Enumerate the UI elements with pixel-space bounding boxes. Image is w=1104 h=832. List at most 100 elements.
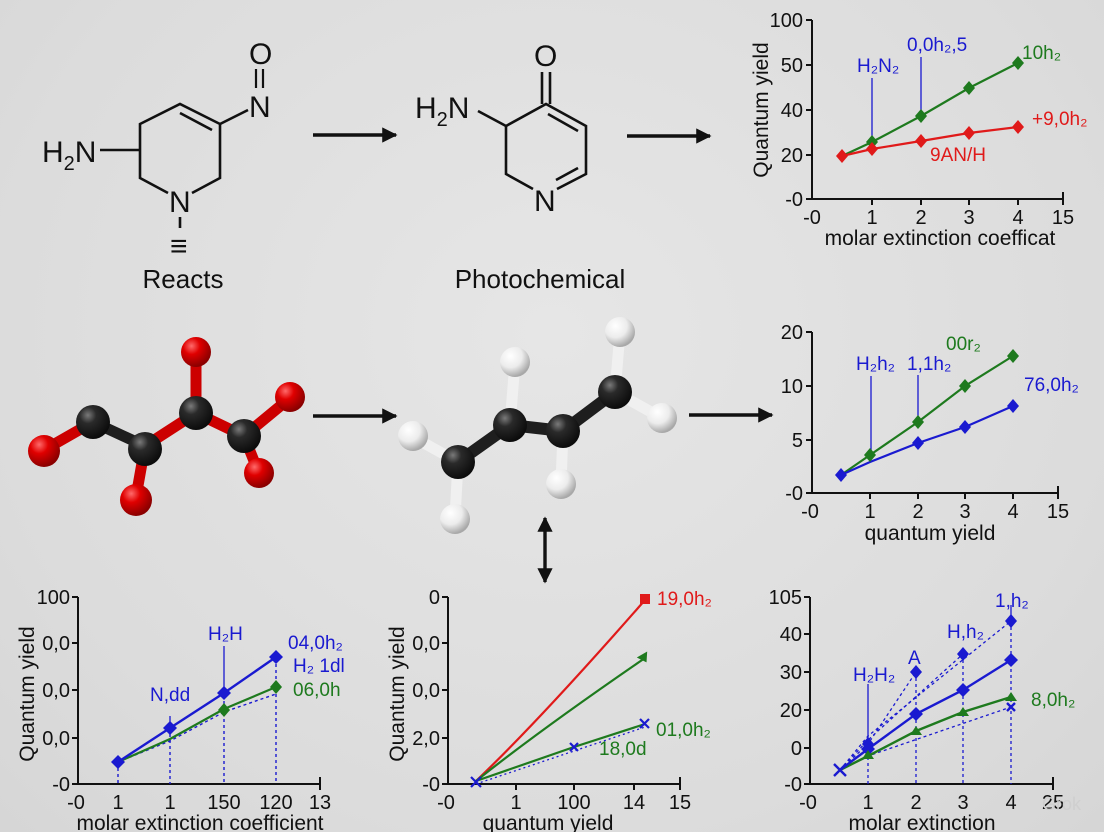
annotation: 1,1h₂ (907, 354, 951, 375)
y-tick: 0,0 (42, 680, 70, 702)
y-tick: 20 (780, 700, 802, 722)
hydrogen-atom (605, 317, 635, 347)
y-tick: 2,0 (412, 728, 440, 750)
intermediate-carbonyl-oxygen-label: O (534, 40, 557, 73)
reactant-amine-label: H2N (42, 136, 96, 175)
x-tick: 150 (207, 792, 240, 814)
hydrogen-atom (398, 421, 428, 451)
x-tick: -0 (799, 792, 817, 814)
x-tick: -0 (803, 207, 821, 229)
red-series-marker (640, 594, 650, 604)
y-tick: 0,0 (42, 633, 70, 655)
annotation: H₂H₂ (853, 665, 895, 686)
x-tick: 3 (963, 207, 974, 229)
blue-series-markers (861, 614, 1018, 756)
annotation: H₂h₂ (856, 354, 895, 375)
carbon-atom (493, 408, 527, 442)
y-tick: 0,0 (42, 728, 70, 750)
y-tick: 40 (780, 624, 802, 646)
hydrogen-atom (647, 403, 677, 433)
x-tick: 120 (259, 792, 292, 814)
x-tick: 1 (112, 792, 123, 814)
intermediate-caption: Photochemical (455, 264, 626, 294)
x-tick: 100 (557, 792, 590, 814)
y-tick: 0,0 (412, 633, 440, 655)
chart-top-right: 100 50 40 20 -0 -0 1 2 3 4 15 molar exti… (750, 10, 1087, 250)
x-axis-title: molar extinction (848, 812, 995, 832)
x-tick: 14 (623, 792, 645, 814)
series-label-green: 00r₂ (946, 334, 981, 355)
oxygen-atom (275, 382, 305, 412)
x-axis-title: quantum yield (865, 522, 996, 545)
x-axis-title: molar extinction coefficat (825, 227, 1056, 250)
series-label-green: 8,0h₂ (1031, 690, 1075, 711)
carbon-atom (546, 414, 580, 448)
hydrogen-atom (546, 469, 576, 499)
blue-x-markers (470, 718, 650, 788)
y-axis-title: Quantum yield (16, 626, 39, 761)
intermediate-ring-nitrogen-label: N (534, 185, 556, 218)
x-tick: 3 (957, 792, 968, 814)
y-tick: 50 (781, 55, 803, 77)
carbon-atom (441, 445, 475, 479)
x-tick: 15 (669, 792, 691, 814)
hydrogen-atom (500, 347, 530, 377)
carbon-atom (598, 375, 632, 409)
y-tick: 0,0 (412, 680, 440, 702)
annotation: H₂H (208, 624, 243, 645)
blue-x-marker (833, 702, 1016, 777)
red-series-markers (836, 120, 1024, 163)
annotation: H₂N₂ (857, 56, 899, 77)
hydrogen-atom (440, 504, 470, 534)
reactant-caption: Reacts (143, 264, 224, 294)
x-tick: 25 (1042, 792, 1064, 814)
y-tick: -0 (52, 774, 70, 796)
intermediate-structure (477, 72, 588, 191)
y-tick: 5 (792, 430, 803, 452)
x-axis-title: molar extinction coefficient (76, 812, 323, 832)
series-label-blue: 76,0h₂ (1024, 375, 1079, 396)
x-tick: 15 (1052, 207, 1074, 229)
series-label-blue-dotted: H₂ 1dl (293, 656, 345, 677)
x-tick: 2 (915, 207, 926, 229)
carbon-atom (179, 396, 213, 430)
reactant-nitroso-oxygen-label: O (249, 38, 272, 71)
green-series-markers (218, 680, 282, 717)
chart-bottom-left: 100 0,0 0,0 0,0 -0 -0 1 1 150 120 13 mol… (16, 587, 345, 832)
chart-bottom-middle: 0 0,0 0,0 2,0 -0 -0 1 100 14 15 quantum … (386, 587, 712, 832)
x-tick: 2 (912, 501, 923, 523)
series-label-green: 01,0h₂ (656, 720, 711, 741)
x-tick: 3 (959, 501, 970, 523)
oxygen-atom (120, 484, 152, 516)
y-tick: -0 (784, 774, 802, 796)
carbon-atom (128, 432, 162, 466)
annotation: 0,0h₂,5 (907, 35, 967, 56)
y-axis-title: Quantum yield (386, 626, 409, 761)
annotation: N,dd (150, 685, 190, 706)
series-label-red: +9,0h₂ (1032, 109, 1087, 130)
annotation: 1,h₂ (995, 591, 1029, 612)
x-tick: -0 (801, 501, 819, 523)
y-tick: 100 (770, 10, 803, 32)
annotation: 18,0d (599, 739, 647, 760)
annotation: H,h₂ (947, 622, 984, 643)
oxygen-atom (244, 458, 274, 488)
x-tick: 1 (862, 792, 873, 814)
x-tick: 13 (309, 792, 331, 814)
y-tick: 100 (37, 587, 70, 609)
y-tick: -0 (422, 774, 440, 796)
blue-series-markers (111, 650, 283, 769)
chart-bottom-right: 105 40 30 20 0 -0 -0 1 2 3 4 25 molar ex… (769, 587, 1076, 832)
reactant-structure (100, 69, 265, 228)
x-tick: 1 (164, 792, 175, 814)
y-tick: 30 (780, 662, 802, 684)
green-series-markers (862, 692, 1017, 759)
y-tick: 20 (781, 322, 803, 344)
watermark: Grok (1042, 794, 1082, 814)
oxygen-atom (28, 435, 60, 467)
annotation: A (908, 648, 921, 669)
carbon-oxygen-model (28, 337, 305, 516)
oxygen-atom (181, 337, 211, 367)
x-tick: 4 (1012, 207, 1023, 229)
y-tick: 105 (769, 587, 802, 609)
